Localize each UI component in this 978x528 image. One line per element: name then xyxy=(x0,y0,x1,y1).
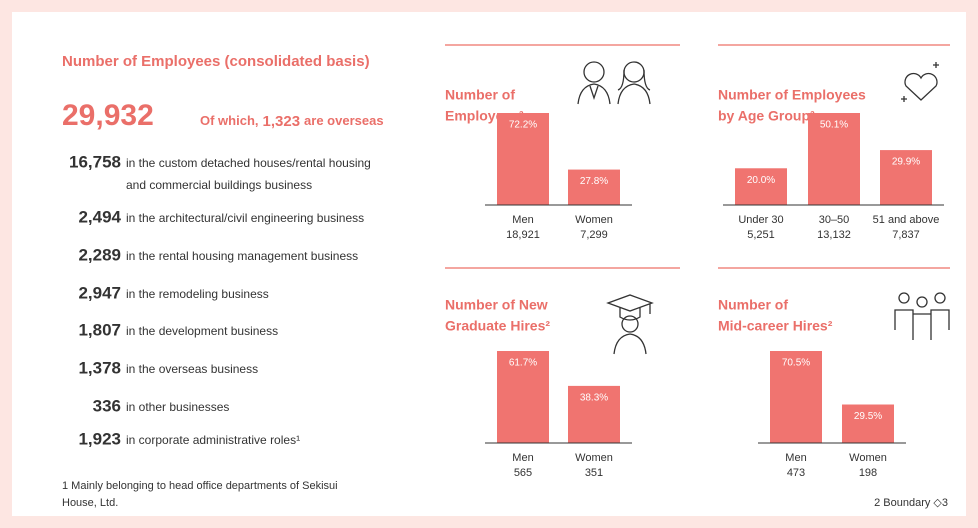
value-label: 29.5% xyxy=(854,411,882,422)
count-label: 565 xyxy=(514,467,532,479)
category-label: Under 30 xyxy=(738,214,783,226)
row-text: in the architectural/civil engineering b… xyxy=(126,211,364,225)
row-text: in the rental housing management busines… xyxy=(126,249,358,263)
count-label: 13,132 xyxy=(817,229,851,241)
row-text: in the overseas business xyxy=(126,362,258,376)
row-number: 2,494 xyxy=(78,207,121,226)
category-label: Women xyxy=(849,452,887,464)
row-number: 1,807 xyxy=(78,320,121,339)
bar xyxy=(735,168,787,205)
row-text: in other businesses xyxy=(126,400,229,414)
overseas-prefix: Of which, xyxy=(200,113,259,128)
footnote: House, Ltd. xyxy=(62,497,118,509)
value-label: 29.9% xyxy=(892,157,920,168)
overseas-suffix: are overseas xyxy=(304,113,384,128)
count-label: 473 xyxy=(787,467,805,479)
summary-title: Number of Employees (consolidated basis) xyxy=(62,53,370,70)
bar xyxy=(842,404,894,443)
icons xyxy=(577,61,950,355)
chart-title: Number of xyxy=(718,297,788,313)
row-number: 336 xyxy=(93,396,121,415)
value-label: 27.8% xyxy=(580,176,608,187)
row-number: 2,947 xyxy=(78,283,121,302)
bar xyxy=(568,169,620,205)
value-label: 70.5% xyxy=(782,358,810,369)
count-label: 198 xyxy=(859,467,877,479)
count-label: 7,837 xyxy=(892,229,920,241)
count-label: 5,251 xyxy=(747,229,775,241)
chart-title: by Age Group² xyxy=(718,108,815,124)
row-text: and commercial buildings business xyxy=(126,178,312,192)
chart-title: Mid-career Hires² xyxy=(718,318,833,334)
chart-title: Number of xyxy=(445,87,515,103)
chart-title: Number of New xyxy=(445,297,548,313)
value-label: 38.3% xyxy=(580,393,608,404)
chart-title: Graduate Hires² xyxy=(445,318,550,334)
bar xyxy=(497,113,549,205)
category-label: 30–50 xyxy=(819,214,850,226)
bar xyxy=(770,351,822,443)
footnote-2: 2 Boundary ◇3 xyxy=(874,497,948,509)
row-text: in the remodeling business xyxy=(126,287,269,301)
total: 29,932 xyxy=(62,99,154,132)
category-label: Women xyxy=(575,452,613,464)
count-label: 351 xyxy=(585,467,603,479)
row-text: in the development business xyxy=(126,324,278,338)
value-label: 50.1% xyxy=(820,120,848,131)
chart-title: Number of Employees xyxy=(718,87,866,103)
bar xyxy=(568,385,620,443)
bar xyxy=(497,351,549,443)
row-number: 2,289 xyxy=(78,245,121,264)
count-label: 7,299 xyxy=(580,229,608,241)
footnote: 1 Mainly belonging to head office depart… xyxy=(62,480,338,492)
category-label: Women xyxy=(575,214,613,226)
category-label: Men xyxy=(785,452,806,464)
category-label: Men xyxy=(512,452,533,464)
count-label: 18,921 xyxy=(506,229,540,241)
row-number: 1,378 xyxy=(78,358,121,377)
bar xyxy=(808,113,860,205)
row-text: in the custom detached houses/rental hou… xyxy=(126,156,371,170)
value-label: 20.0% xyxy=(747,175,775,186)
value-label: 72.2% xyxy=(509,120,537,131)
category-label: 51 and above xyxy=(873,214,940,226)
bar xyxy=(880,150,932,205)
row-number: 16,758 xyxy=(69,152,121,171)
category-label: Men xyxy=(512,214,533,226)
overseas-number: 1,323 xyxy=(263,113,301,130)
overseas-line: Of which, 1,323 are overseas xyxy=(200,113,384,130)
row-number: 1,923 xyxy=(78,429,121,448)
row-text: in corporate administrative roles¹ xyxy=(126,433,300,447)
value-label: 61.7% xyxy=(509,358,537,369)
